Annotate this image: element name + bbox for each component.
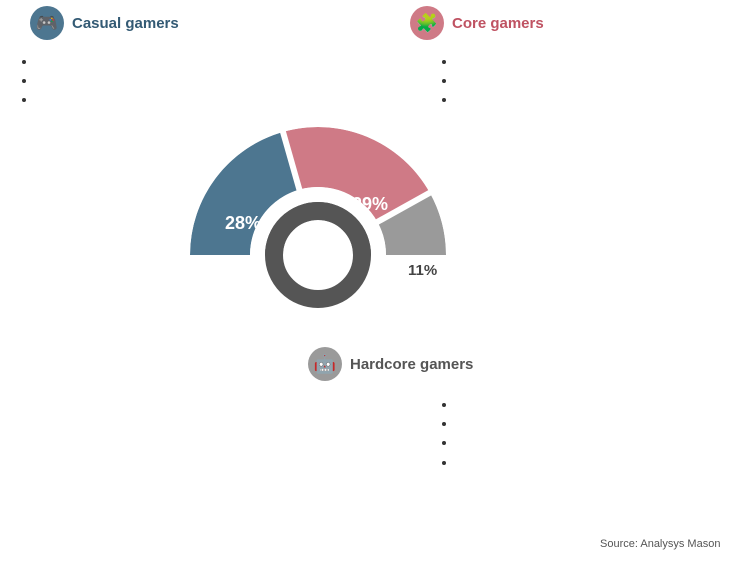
core-icon: 🧩 <box>410 6 444 40</box>
bullets-hardcore <box>438 395 456 472</box>
pct-casual: 28% <box>225 213 261 234</box>
bullets-casual <box>18 52 36 110</box>
label-title-core: Core gamers <box>452 15 544 32</box>
label-core: 🧩 Core gamers <box>410 6 544 40</box>
hardcore-icon: 🤖 <box>308 347 342 381</box>
label-title-hardcore: Hardcore gamers <box>350 356 473 373</box>
label-title-casual: Casual gamers <box>72 15 179 32</box>
bullets-core <box>438 52 456 110</box>
source-text: Source: Analysys Mason <box>600 538 720 550</box>
donut-chart <box>0 0 735 563</box>
pct-hardcore: 11% <box>408 262 437 279</box>
donut-svg <box>0 0 735 558</box>
casual-icon: 🎮 <box>30 6 64 40</box>
pct-core: 29% <box>352 194 388 215</box>
label-casual: 🎮 Casual gamers <box>30 6 179 40</box>
label-hardcore: 🤖 Hardcore gamers <box>308 347 473 381</box>
